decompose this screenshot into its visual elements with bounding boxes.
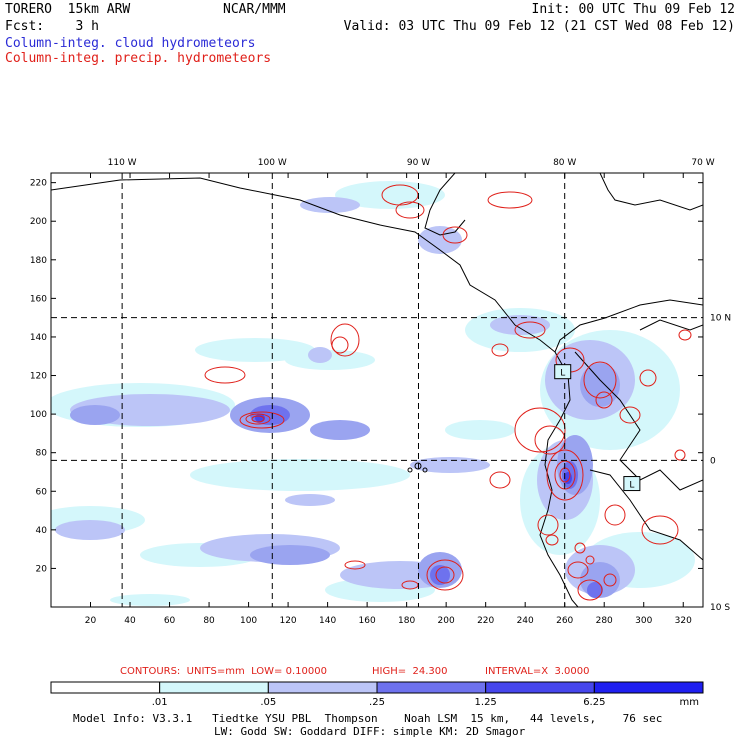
lon-label: 110 W <box>108 158 137 168</box>
precip-legend-line: Column-integ. precip. hydrometeors <box>5 51 272 66</box>
y-tick-label: 100 <box>30 410 47 420</box>
lat-label: 0 <box>710 456 716 466</box>
coastlines <box>51 173 703 607</box>
colorbar-level: .05 <box>260 697 276 708</box>
x-tick-label: 280 <box>596 616 613 626</box>
forecast-hour: Fcst: 3 h <box>5 19 99 34</box>
precip-contours <box>204 184 692 601</box>
x-tick-label: 20 <box>85 616 97 626</box>
low-markers: LL <box>554 364 641 492</box>
latitude-labels: 10 N 0 10 S <box>710 314 731 613</box>
x-tick-label: 200 <box>438 616 455 626</box>
x-tick-label: 320 <box>675 616 692 626</box>
x-tick-label: 220 <box>477 616 494 626</box>
y-tick-label: 200 <box>30 217 47 227</box>
colorbar-units: mm <box>680 697 699 708</box>
init-time: Init: 00 UTC Thu 09 Feb 12 <box>531 2 736 17</box>
colorbar-level: 6.25 <box>583 697 605 708</box>
x-tick-label: 160 <box>359 616 376 626</box>
colorbar: .01 .05 .25 1.25 6.25 mm <box>50 681 704 708</box>
contours-high: HIGH= 24.300 <box>372 666 448 677</box>
low-marker-label: L <box>629 481 634 491</box>
low-marker-box <box>554 364 572 380</box>
colorbar-swatch <box>159 681 269 694</box>
cloud-legend-line: Column-integ. cloud hydrometeors <box>5 36 256 51</box>
lon-label: 80 W <box>553 158 576 168</box>
model-info-line: Model Info: V3.3.1 Tiedtke YSU PBL Thomp… <box>73 712 663 725</box>
y-tick-label: 40 <box>36 526 48 536</box>
low-marker-box <box>623 476 641 492</box>
colorbar-swatch <box>593 681 704 694</box>
x-tick-label: 140 <box>319 616 336 626</box>
contours-label: CONTOURS: UNITS=mm LOW= 0.10000 <box>120 666 327 677</box>
x-tick-label: 260 <box>556 616 573 626</box>
x-tick-label: 120 <box>279 616 296 626</box>
y-tick-label: 140 <box>30 333 47 343</box>
contours-interval: INTERVAL=X 3.0000 <box>485 666 590 677</box>
longitude-labels: 110 W 100 W 90 W 80 W 70 W <box>108 158 715 168</box>
colorbar-level: .01 <box>152 697 168 708</box>
org-label: NCAR/MMM <box>223 2 286 17</box>
model-title: TORERO 15km ARW <box>5 2 131 17</box>
colorbar-swatch <box>485 681 595 694</box>
x-tick-label: 300 <box>635 616 652 626</box>
lon-label: 70 W <box>691 158 714 168</box>
y-tick-label: 160 <box>30 294 47 304</box>
y-tick-label: 80 <box>36 449 48 459</box>
plot-frame <box>50 172 704 608</box>
colorbar-swatch <box>50 681 161 694</box>
y-tick-label: 20 <box>36 564 48 574</box>
x-tick-label: 80 <box>203 616 215 626</box>
x-tick-label: 40 <box>124 616 136 626</box>
physics-info-line: LW: Godd SW: Goddard DIFF: simple KM: 2D… <box>214 725 526 738</box>
colorbar-swatch <box>267 681 378 694</box>
lat-label: 10 N <box>710 314 731 324</box>
colorbar-swatch <box>376 681 487 694</box>
gridlines <box>51 173 703 607</box>
precip-map: LL 20 40 60 80 100 120 140 160 180 200 220 240 260 28… <box>30 158 731 626</box>
x-axis: 20 40 60 80 100 120 140 160 180 200 220 240 260 280 30… <box>85 173 692 626</box>
colorbar-level: .25 <box>369 697 385 708</box>
valid-time: Valid: 03 UTC Thu 09 Feb 12 (21 CST Wed … <box>343 19 735 34</box>
y-tick-label: 120 <box>30 372 47 382</box>
y-axis: 20 40 60 80 100 120 140 160 180 200 220 <box>30 179 703 574</box>
y-tick-label: 180 <box>30 256 47 266</box>
x-tick-label: 180 <box>398 616 415 626</box>
y-tick-label: 220 <box>30 179 47 189</box>
x-tick-label: 100 <box>240 616 257 626</box>
lon-label: 100 W <box>258 158 287 168</box>
low-marker-label: L <box>560 369 565 379</box>
colorbar-level: 1.25 <box>475 697 497 708</box>
lat-label: 10 S <box>710 603 730 613</box>
y-tick-label: 60 <box>36 487 48 497</box>
lon-label: 90 W <box>407 158 430 168</box>
x-tick-label: 60 <box>164 616 176 626</box>
x-tick-label: 240 <box>517 616 534 626</box>
cloud-field: LL <box>51 173 703 607</box>
